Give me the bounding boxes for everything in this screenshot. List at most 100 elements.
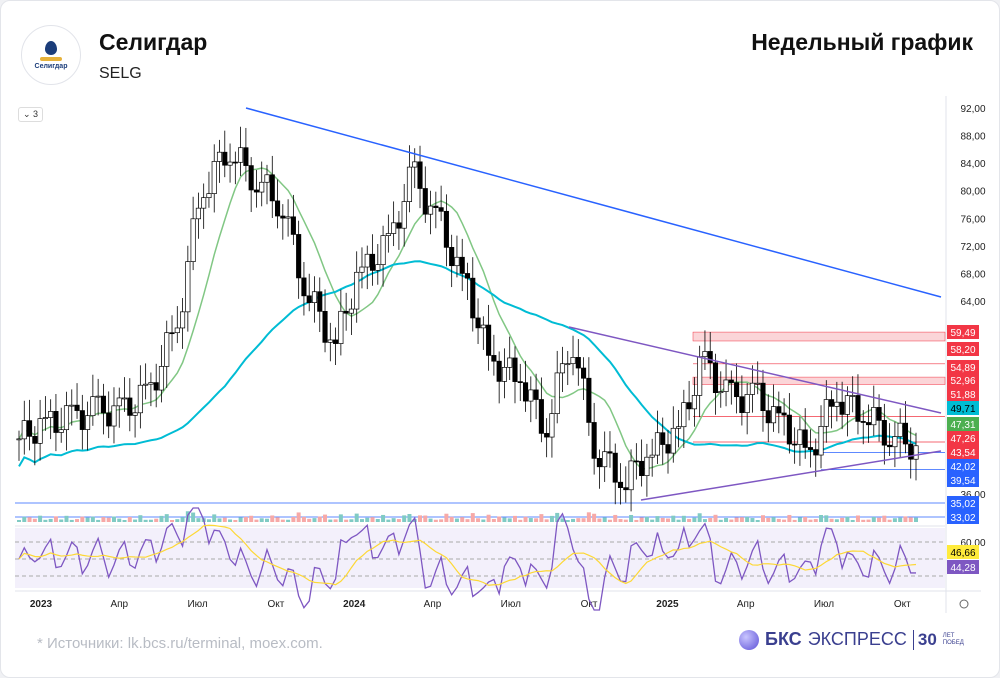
candle: [570, 357, 576, 365]
volume-bar: [407, 513, 412, 522]
volume-bar: [539, 514, 544, 522]
candle: [32, 436, 38, 444]
volume-bar: [143, 519, 148, 522]
candle: [581, 367, 587, 379]
volume-bar: [170, 519, 175, 522]
candle: [549, 413, 555, 438]
candle: [174, 327, 180, 334]
volume-bar: [718, 519, 723, 522]
price-label: 47,31: [950, 420, 975, 431]
candle: [401, 201, 407, 229]
volume-bar: [175, 519, 180, 522]
volume-bar: [280, 519, 285, 522]
volume-bar: [576, 518, 581, 522]
volume-bar: [581, 518, 586, 522]
volume-bar: [138, 515, 143, 522]
volume-bar: [871, 516, 876, 522]
volume-bar: [275, 517, 280, 522]
candle: [797, 429, 803, 445]
volume-bar: [861, 519, 866, 522]
candle: [876, 407, 882, 421]
candle: [116, 397, 122, 407]
x-tick-label: Апр: [110, 599, 128, 610]
y-tick-label: 76,00: [960, 214, 985, 225]
candle: [364, 253, 370, 268]
volume-bar: [291, 516, 296, 522]
volume-bar: [122, 520, 127, 522]
price-label-bg: [947, 510, 979, 524]
volume-bar: [486, 514, 491, 522]
price-label: 33,02: [950, 513, 975, 524]
volume-bar: [180, 517, 185, 522]
volume-bar: [813, 519, 818, 522]
candle: [607, 451, 613, 454]
volume-bar: [59, 519, 64, 522]
volume-bar: [634, 519, 639, 522]
candle: [238, 147, 244, 163]
volume-bar: [75, 519, 80, 522]
candle: [16, 438, 22, 441]
candle: [412, 161, 418, 168]
candle: [343, 310, 349, 314]
volume-bar: [249, 515, 254, 522]
volume-bar: [697, 513, 702, 522]
volume-bar: [386, 519, 391, 522]
volume-bar: [792, 519, 797, 522]
volume-bar: [433, 519, 438, 522]
volume-bar: [444, 513, 449, 522]
candle: [111, 405, 117, 427]
volume-bar: [819, 515, 824, 522]
candle: [528, 389, 534, 402]
x-tick-label: Июл: [501, 599, 521, 610]
volume-bar: [702, 519, 707, 522]
candle: [702, 351, 708, 358]
y-tick-label: 72,00: [960, 242, 985, 253]
candle: [100, 395, 106, 414]
volume-bar: [528, 518, 533, 522]
volume-bar: [708, 518, 713, 522]
volume-bar: [676, 519, 681, 522]
candle: [391, 222, 397, 234]
volume-bar: [333, 519, 338, 522]
volume-bar: [206, 519, 211, 522]
brand-logo: БКС ЭКСПРЕСС 30 ЛЕТ ПОБЕД: [739, 629, 964, 650]
candle: [486, 324, 492, 356]
price-label: 43,54: [950, 448, 975, 459]
candle: [90, 396, 96, 417]
volume-bar: [349, 519, 354, 522]
candle: [792, 443, 798, 446]
candle: [749, 382, 755, 395]
indicators-toggle[interactable]: ⌄ 3: [18, 107, 44, 122]
volume-bar: [824, 515, 829, 522]
candle: [280, 215, 286, 219]
candle: [211, 161, 217, 194]
volume-bar: [338, 514, 343, 522]
candle: [908, 443, 914, 460]
volume-bar: [681, 515, 686, 522]
candle: [850, 395, 856, 397]
candle: [676, 426, 682, 429]
candle: [712, 362, 719, 394]
candle: [649, 454, 655, 458]
candle: [311, 291, 318, 304]
candle: [222, 151, 228, 166]
candle: [823, 399, 829, 427]
price-label-bg: [947, 445, 979, 459]
price-label-bg: [947, 401, 979, 415]
volume-bar: [586, 512, 591, 522]
volume-bar: [27, 517, 32, 522]
candle: [507, 357, 513, 368]
price-label-bg: [947, 342, 979, 356]
volume-bar: [127, 516, 132, 522]
candle: [48, 411, 54, 418]
rsi-tick-label: 60,00: [960, 538, 985, 549]
volume-bar: [53, 516, 58, 522]
x-tick-label: Апр: [737, 599, 755, 610]
volume-bar: [855, 515, 860, 522]
candle: [544, 433, 550, 438]
volume-bar: [724, 517, 729, 522]
candle: [623, 487, 629, 491]
candle: [913, 445, 919, 460]
candle: [74, 404, 80, 411]
